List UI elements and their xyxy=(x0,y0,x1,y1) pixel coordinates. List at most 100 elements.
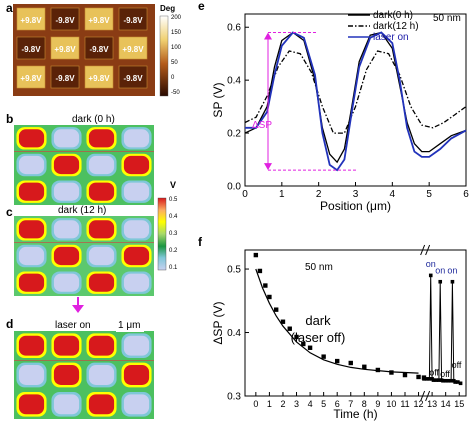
x-tick-label: 6 xyxy=(463,189,469,200)
series-line xyxy=(244,50,467,134)
panel-d-potential-map xyxy=(14,331,154,419)
y-tick-label: 0.2 xyxy=(227,129,241,140)
data-point xyxy=(321,354,326,359)
high-potential-square xyxy=(123,365,150,385)
low-potential-square xyxy=(123,129,150,148)
low-potential-square xyxy=(123,182,150,201)
voltage-label: -9.8V xyxy=(21,45,41,54)
high-potential-square xyxy=(88,129,115,148)
voltage-label: +9.8V xyxy=(122,45,144,54)
x-tick-label: 14 xyxy=(441,399,451,409)
pulse-on-label: on xyxy=(426,259,436,269)
pulse-off-label: off xyxy=(440,369,450,379)
pulse-off-label: off xyxy=(429,368,439,378)
voltage-label: +9.8V xyxy=(20,16,42,25)
low-potential-square xyxy=(123,220,150,239)
pulse-point xyxy=(428,273,433,278)
deg-colorbar-tick-label: 0 xyxy=(171,75,175,81)
low-potential-square xyxy=(18,246,45,266)
low-potential-square xyxy=(123,394,150,415)
pulse-point xyxy=(427,377,432,381)
panel-b-potential-map xyxy=(14,125,154,205)
delta-label: ΔSP xyxy=(252,120,272,131)
voltage-label: +9.8V xyxy=(20,74,42,83)
y-tick-label: 0.0 xyxy=(227,182,241,193)
x-tick-label: 0 xyxy=(253,399,258,409)
high-potential-square xyxy=(18,220,45,239)
y-axis-label: ΔSP (V) xyxy=(211,301,225,344)
potential-colorbar-tick-label: 0.1 xyxy=(169,265,178,271)
pulse-point xyxy=(446,378,451,383)
x-tick-label: 5 xyxy=(321,399,326,409)
voltage-label: -9.8V xyxy=(55,74,75,83)
series-line xyxy=(245,31,467,172)
high-potential-square xyxy=(18,335,45,356)
panel-a-squares xyxy=(16,7,148,89)
phase-square xyxy=(84,7,114,31)
x-tick-label: 4 xyxy=(308,399,313,409)
legend-label: dark(12 h) xyxy=(373,21,419,32)
y-tick-label: 0.4 xyxy=(227,328,241,339)
pulse-point xyxy=(453,380,457,384)
low-potential-square xyxy=(53,220,80,239)
panel-c-label: dark (12 h) xyxy=(58,205,106,216)
high-potential-square xyxy=(53,155,80,175)
x-tick-label: 15 xyxy=(454,399,464,409)
voltage-label: -9.8V xyxy=(123,16,143,25)
deg-colorbar-tick-label: 50 xyxy=(171,60,178,66)
potential-colorbar-tick-label: 0.2 xyxy=(169,248,178,254)
deg-colorbar-tick-label: 150 xyxy=(171,30,182,36)
y-tick-label: 0.6 xyxy=(227,23,241,34)
data-point xyxy=(334,358,340,364)
delta-arrow-head-up xyxy=(264,32,272,40)
x-tick-label: 7 xyxy=(348,399,353,409)
pulse-point xyxy=(437,378,441,382)
arrow-c-to-d-head xyxy=(72,305,84,313)
deg-colorbar-ticks: 200 150 100 50 0 -50 xyxy=(171,15,182,96)
state-label: dark xyxy=(305,313,331,328)
data-point xyxy=(273,307,279,312)
panel-c-letter: c xyxy=(6,205,13,219)
deg-colorbar-unit: Deg xyxy=(160,4,175,13)
voltage-label: +9.8V xyxy=(54,45,76,54)
data-point xyxy=(416,374,421,380)
low-potential-square xyxy=(18,365,45,385)
potential-colorbar-unit: V xyxy=(170,180,176,190)
deg-colorbar-tick-label: 100 xyxy=(171,45,182,51)
pulse-point xyxy=(441,378,445,383)
pulse-point xyxy=(438,279,443,284)
pulse-point xyxy=(456,380,460,384)
high-potential-square xyxy=(53,246,80,266)
x-tick-label: 8 xyxy=(362,399,367,409)
data-point xyxy=(301,341,306,347)
phase-square xyxy=(118,7,148,31)
y-tick-label: 0.4 xyxy=(227,76,241,87)
potential-colorbar-tick-label: 0.3 xyxy=(169,231,178,237)
data-point xyxy=(362,364,367,369)
data-point xyxy=(263,283,268,288)
panel-e-chart: e 0 1 2 3 4 5 6 0.0 0.2 0.4 0.6 Position (μm) SP (V)… xyxy=(198,0,469,213)
data-point xyxy=(287,326,292,331)
voltage-label: -9.8V xyxy=(123,74,143,83)
x-tick-label: 3 xyxy=(353,189,359,200)
axis-break-mark xyxy=(420,390,426,402)
low-potential-square xyxy=(123,335,150,356)
x-tick-label: 5 xyxy=(426,189,432,200)
data-point xyxy=(257,268,263,274)
data-point xyxy=(280,319,286,324)
phase-square xyxy=(84,65,114,89)
high-potential-square xyxy=(18,273,45,292)
high-potential-square xyxy=(88,273,115,292)
potential-colorbar-tick-label: 0.4 xyxy=(169,214,178,220)
high-potential-square xyxy=(88,394,115,415)
phase-square xyxy=(84,36,114,60)
pulse-point xyxy=(449,378,453,383)
phase-square xyxy=(50,65,80,89)
low-potential-square xyxy=(53,182,80,201)
phase-square xyxy=(50,36,80,60)
data-point xyxy=(307,345,313,350)
deg-colorbar xyxy=(159,15,169,97)
pulse-off-label: off xyxy=(452,360,462,370)
high-potential-square xyxy=(88,220,115,239)
